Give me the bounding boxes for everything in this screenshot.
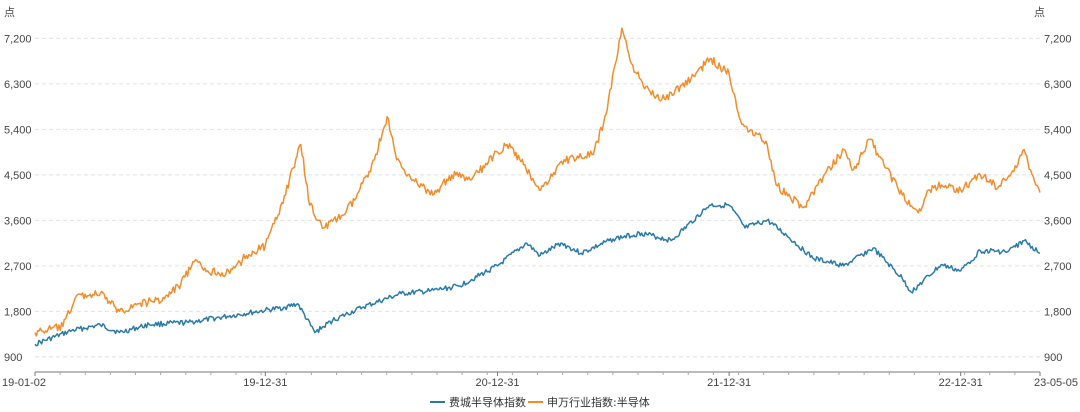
x-tick-label: 23-05-05 (1034, 377, 1078, 389)
y-tick-label-left: 900 (4, 352, 22, 364)
y-tick-label-left: 1,800 (4, 306, 32, 318)
legend-label-2: 申万行业指数:半导体 (547, 395, 650, 409)
right-y-axis: 900 1,800 2,700 3,600 4,500 5,400 6,300 7,200 (1044, 33, 1072, 364)
y-tick-label-right: 7,200 (1044, 33, 1072, 45)
y-tick-label-left: 7,200 (4, 33, 32, 45)
x-tick-label: 20-12-31 (476, 377, 520, 389)
x-tick-label: 19-12-31 (243, 377, 287, 389)
right-axis-unit: 点 (1034, 6, 1045, 19)
left-axis-unit: 点 (4, 6, 15, 19)
y-tick-label-right: 900 (1044, 352, 1062, 364)
x-tick-label: 22-12-31 (939, 377, 983, 389)
y-tick-label-right: 1,800 (1044, 306, 1072, 318)
y-tick-label-right: 2,700 (1044, 261, 1072, 273)
y-tick-label-right: 6,300 (1044, 79, 1072, 91)
y-tick-label-left: 6,300 (4, 79, 32, 91)
series-line-1 (34, 202, 1041, 347)
y-tick-label-left: 3,600 (4, 215, 32, 227)
legend-label-1: 费城半导体指数 (449, 395, 526, 409)
x-tick-label: 21-12-31 (707, 377, 751, 389)
series-line-2 (34, 27, 1041, 337)
y-tick-label-left: 2,700 (4, 261, 32, 273)
y-tick-label-right: 4,500 (1044, 170, 1072, 182)
y-tick-label-left: 4,500 (4, 170, 32, 182)
left-y-axis: 900 1,800 2,700 3,600 4,500 5,400 6,300 7,200 (4, 33, 32, 364)
x-axis: 19-01-02 19-12-31 20-12-31 21-12-31 22-12-31… (2, 372, 1078, 389)
y-tick-label-right: 5,400 (1044, 124, 1072, 136)
legend: 费城半导体指数 申万行业指数:半导体 (430, 395, 650, 409)
gridlines (35, 37, 1040, 358)
series-lines (34, 27, 1041, 347)
y-tick-label-right: 3,600 (1044, 215, 1072, 227)
x-tick-label: 19-01-02 (2, 377, 46, 389)
y-tick-label-left: 5,400 (4, 124, 32, 136)
